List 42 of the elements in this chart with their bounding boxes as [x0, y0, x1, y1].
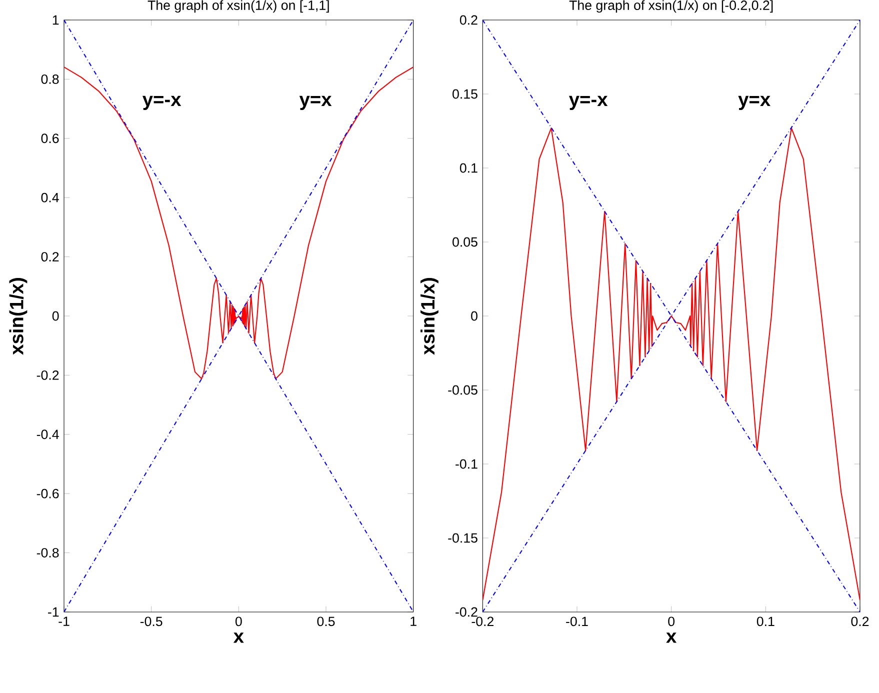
line-series [64, 66, 414, 380]
y-tick-label: -0.2 [36, 370, 59, 380]
y-tick-label: 0 [471, 311, 478, 321]
y-tick-label: 0.2 [460, 15, 478, 25]
y-tick-label: -0.8 [36, 548, 59, 558]
y-tick-label: -0.4 [36, 430, 59, 440]
x-axis-title: x [233, 632, 244, 643]
y-tick-label: 0.6 [41, 134, 59, 144]
y-tick-label: 0.8 [41, 74, 59, 84]
x-tick-label: 0 [668, 616, 675, 626]
y-axis-title: xsin(1/x) [9, 278, 28, 355]
y-tick-label: -1 [48, 607, 59, 617]
y-tick-label: -0.6 [36, 488, 59, 498]
y-tick-label: -0.2 [456, 607, 478, 617]
annotation: y=x [738, 96, 770, 110]
y-tick-label: -0.15 [448, 533, 478, 543]
x-tick-label: 0.1 [756, 616, 774, 626]
annotation: y=-x [142, 96, 182, 110]
annotation: y=x [299, 96, 332, 110]
chart-title: The graph of xsin(1/x) on [-1,1] [148, 0, 329, 13]
y-tick-label: 0.15 [452, 89, 478, 99]
x-tick-label: -0.5 [140, 616, 162, 626]
x-tick-label: -0.2 [472, 616, 494, 626]
x-tick-label: 1 [410, 616, 416, 626]
y-tick-label: 0.4 [41, 192, 59, 202]
x-tick-label: -1 [58, 616, 70, 626]
x-tick-label: 0 [235, 616, 242, 626]
line-series [482, 128, 860, 601]
y-tick-label: -0.1 [456, 459, 478, 469]
y-tick-label: -0.05 [448, 385, 478, 395]
chart-title: The graph of xsin(1/x) on [-0.2,0.2] [569, 0, 773, 13]
x-tick-label: 0.5 [317, 616, 335, 626]
x-tick-label: 0.2 [851, 616, 869, 626]
annotation: y=-x [568, 96, 608, 110]
y-tick-label: 1 [52, 15, 59, 25]
y-tick-label: 0.05 [452, 237, 478, 247]
y-tick-label: 0.2 [41, 252, 59, 262]
x-tick-label: -0.1 [566, 616, 588, 626]
y-axis-title: xsin(1/x) [420, 278, 438, 355]
y-tick-label: 0.1 [460, 163, 478, 173]
x-axis-title: x [666, 632, 677, 643]
y-tick-label: 0 [52, 311, 59, 321]
